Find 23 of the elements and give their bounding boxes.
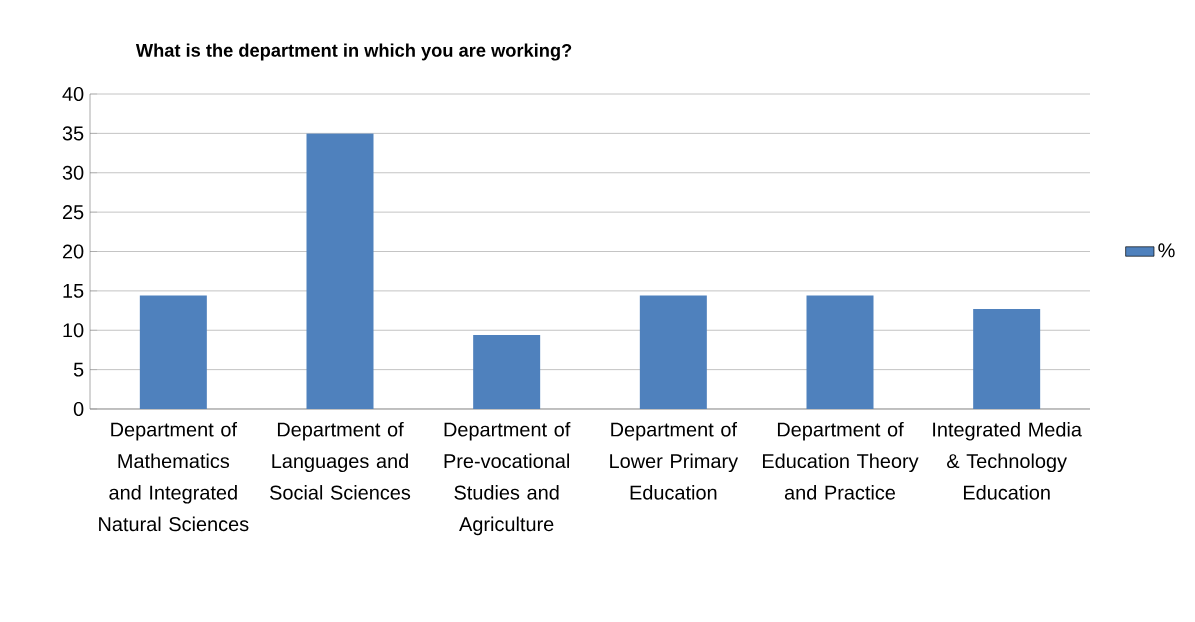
bar	[806, 295, 874, 409]
chart-title: What is the department in which you are working?	[135, 43, 572, 61]
y-tick-label: 25	[62, 205, 84, 220]
y-tick-label: 15	[63, 283, 84, 298]
x-tick-label: Department of Lower Primary Education	[610, 421, 739, 500]
y-tick-label: 40	[62, 86, 84, 102]
y-tick-label: 5	[73, 362, 84, 377]
y-tick-label: 10	[63, 323, 84, 338]
bar	[473, 334, 541, 409]
x-tick-label: Department of Languages and Social Sciences	[270, 421, 411, 500]
bar	[139, 295, 207, 409]
y-tick-label: 30	[62, 165, 84, 180]
x-tick-label: Department of Education Theory and Practice	[763, 421, 919, 500]
bar	[639, 295, 707, 409]
y-tick-label: 0	[73, 401, 84, 417]
bar	[306, 133, 374, 409]
x-tick-label: Integrated Media & Technology Education	[933, 421, 1082, 500]
y-tick-label: 35	[62, 126, 84, 141]
bar	[973, 308, 1041, 409]
legend-label: %	[1158, 243, 1175, 258]
x-tick-label: Department of Mathematics and Integrated Natural Sciences	[99, 421, 249, 532]
y-tick-label: 20	[62, 244, 84, 259]
x-tick-label: Department of Pre-vocational Studies and Agriculture	[444, 421, 571, 536]
